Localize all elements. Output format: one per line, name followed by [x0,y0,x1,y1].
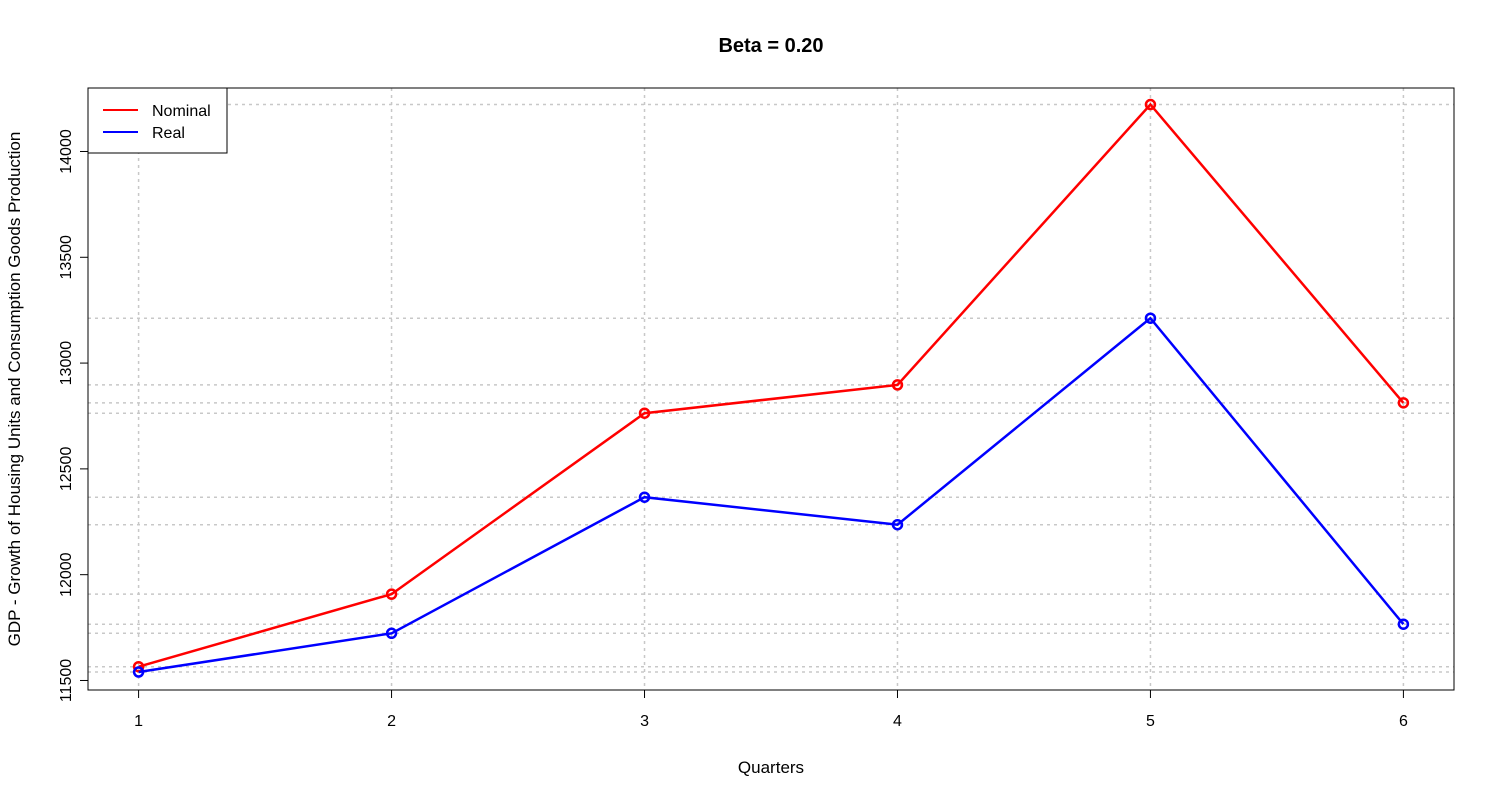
series-line-nominal [138,102,1405,668]
y-tick-label: 12500 [58,447,75,492]
series-layer [132,98,1410,678]
legend-box [87,87,228,154]
grid [88,88,1454,690]
y-tick-label: 11500 [58,659,75,702]
point-real-q6 [1397,618,1410,630]
point-real-q1 [132,666,145,678]
x-tick-label: 6 [1399,713,1408,730]
x-tick-label: 2 [387,713,396,730]
point-nominal-q2 [385,588,398,600]
legend: Nominal Real [87,87,228,154]
legend-label-real: Real [152,125,185,142]
chart-title: Beta = 0.20 [718,35,823,57]
x-tick-label: 3 [640,713,649,730]
y-tick-label: 12000 [58,552,75,597]
series-line-real [138,316,1405,674]
point-real-q4 [891,518,904,531]
point-real-q3 [638,491,651,503]
y-tick-label: 13000 [58,341,75,386]
x-axis-label: Quarters [738,758,804,777]
point-nominal-q3 [638,407,651,419]
point-real-q2 [385,627,398,640]
point-real-q5 [1144,312,1157,324]
y-tick-label: 13500 [58,235,75,280]
point-nominal-q4 [891,379,904,391]
legend-label-nominal: Nominal [152,103,211,120]
x-tick-label: 1 [134,713,143,730]
point-nominal-q6 [1397,397,1410,409]
plot-frame [87,87,1455,691]
x-tick-label: 5 [1146,713,1155,730]
point-nominal-q5 [1144,98,1157,111]
y-tick-label: 14000 [58,129,75,174]
x-tick-label: 4 [893,713,902,730]
axes: 1 2 3 4 5 6 11500 12000 12500 13000 13500 14000 [58,129,1408,730]
y-axis-label: GDP - Growth of Housing Units and Consum… [5,132,24,647]
